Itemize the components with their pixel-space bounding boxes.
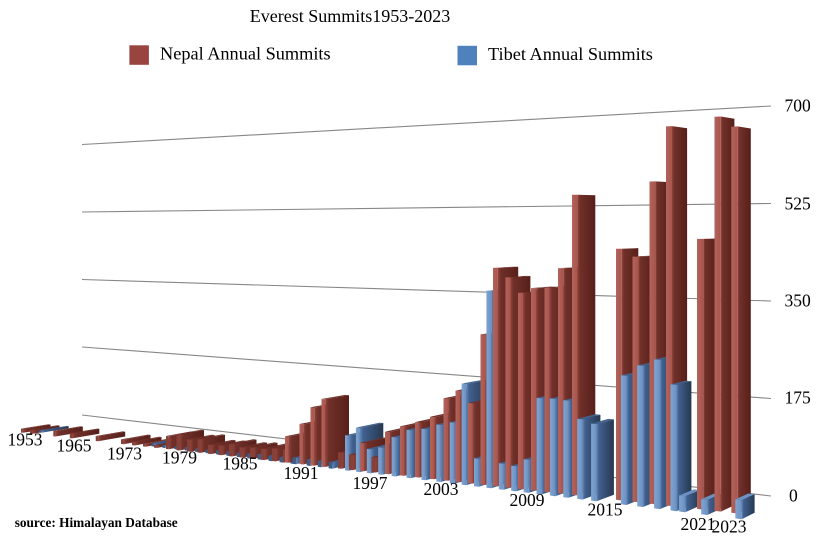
svg-text:525: 525 xyxy=(785,194,812,214)
svg-text:2023: 2023 xyxy=(712,517,747,537)
svg-text:1979: 1979 xyxy=(162,447,197,467)
svg-text:1965: 1965 xyxy=(57,436,92,456)
svg-text:2021: 2021 xyxy=(681,514,716,534)
svg-text:175: 175 xyxy=(785,388,812,408)
svg-text:2015: 2015 xyxy=(588,500,623,520)
svg-text:700: 700 xyxy=(785,96,812,116)
svg-text:Tibet Annual Summits: Tibet Annual Summits xyxy=(488,44,653,64)
svg-text:1985: 1985 xyxy=(223,454,258,474)
svg-text:Nepal Annual Summits: Nepal Annual Summits xyxy=(160,44,331,64)
svg-text:source: Himalayan Database: source: Himalayan Database xyxy=(15,515,178,530)
svg-text:2003: 2003 xyxy=(424,479,459,499)
svg-text:2009: 2009 xyxy=(510,490,545,510)
svg-text:350: 350 xyxy=(785,291,812,311)
svg-text:1973: 1973 xyxy=(107,444,142,464)
svg-text:0: 0 xyxy=(789,486,798,506)
svg-text:Everest Summits1953-2023: Everest Summits1953-2023 xyxy=(250,6,451,26)
svg-text:1953: 1953 xyxy=(8,430,43,450)
svg-text:1991: 1991 xyxy=(284,463,319,483)
svg-text:1997: 1997 xyxy=(353,473,388,493)
